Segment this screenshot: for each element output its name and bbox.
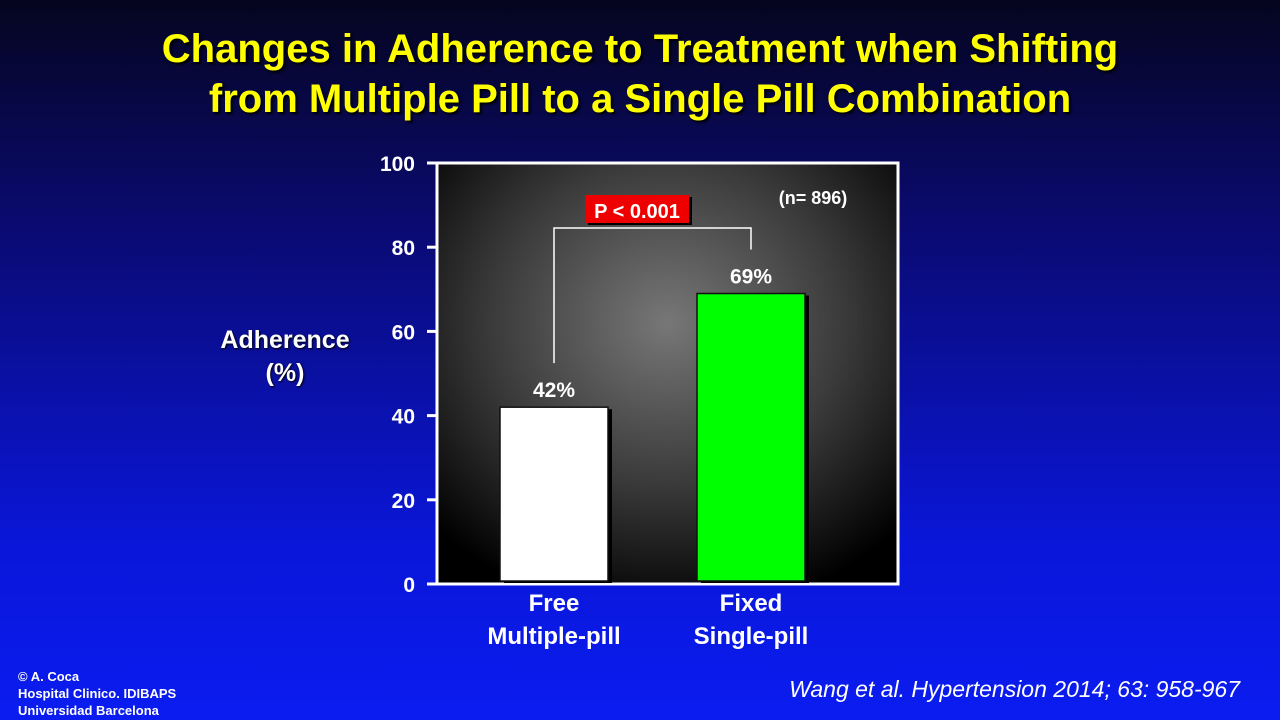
bar-1 <box>499 406 609 582</box>
p-value-label: P < 0.001 <box>594 201 680 223</box>
y-axis-label: Adherence (%) <box>205 324 365 390</box>
x-category-label-1-line-2: Multiple-pill <box>487 623 620 650</box>
x-category-label-1-line-1: Free <box>529 590 580 617</box>
significance-bracket <box>553 227 752 364</box>
y-tick-label-20: 20 <box>392 490 415 513</box>
bar-2 <box>696 292 806 582</box>
y-tick-label-80: 80 <box>392 237 415 260</box>
y-axis-label-line-2: (%) <box>265 359 305 387</box>
title-line-2: from Multiple Pill to a Single Pill Comb… <box>208 77 1072 121</box>
footer-university: Universidad Barcelona <box>18 703 159 718</box>
y-axis-label-line-1: Adherence <box>220 326 350 354</box>
bar-value-label-2: 69% <box>730 266 772 289</box>
footer-institution: Hospital Clinico. IDIBAPS <box>18 686 177 701</box>
title-line-1: Changes in Adherence to Treatment when S… <box>161 27 1119 71</box>
y-tick-label-60: 60 <box>392 321 415 344</box>
y-tick-label-0: 0 <box>403 574 415 597</box>
footer-copyright: © A. Coca <box>18 669 80 684</box>
citation: Wang et al. Hypertension 2014; 63: 958-9… <box>789 676 1240 702</box>
bar-value-label-1: 42% <box>533 379 575 402</box>
x-category-label-2-line-1: Fixed <box>720 590 783 617</box>
y-tick-label-40: 40 <box>392 406 415 429</box>
p-value-box <box>585 195 689 223</box>
x-category-label-2-line-2: Single-pill <box>694 623 809 650</box>
footer-credits: © A. Coca Hospital Clinico. IDIBAPS Univ… <box>18 668 176 719</box>
sample-size-label: (n= 896) <box>779 188 848 208</box>
y-tick-label-100: 100 <box>380 153 415 176</box>
slide-title: Changes in Adherence to Treatment when S… <box>0 24 1280 124</box>
